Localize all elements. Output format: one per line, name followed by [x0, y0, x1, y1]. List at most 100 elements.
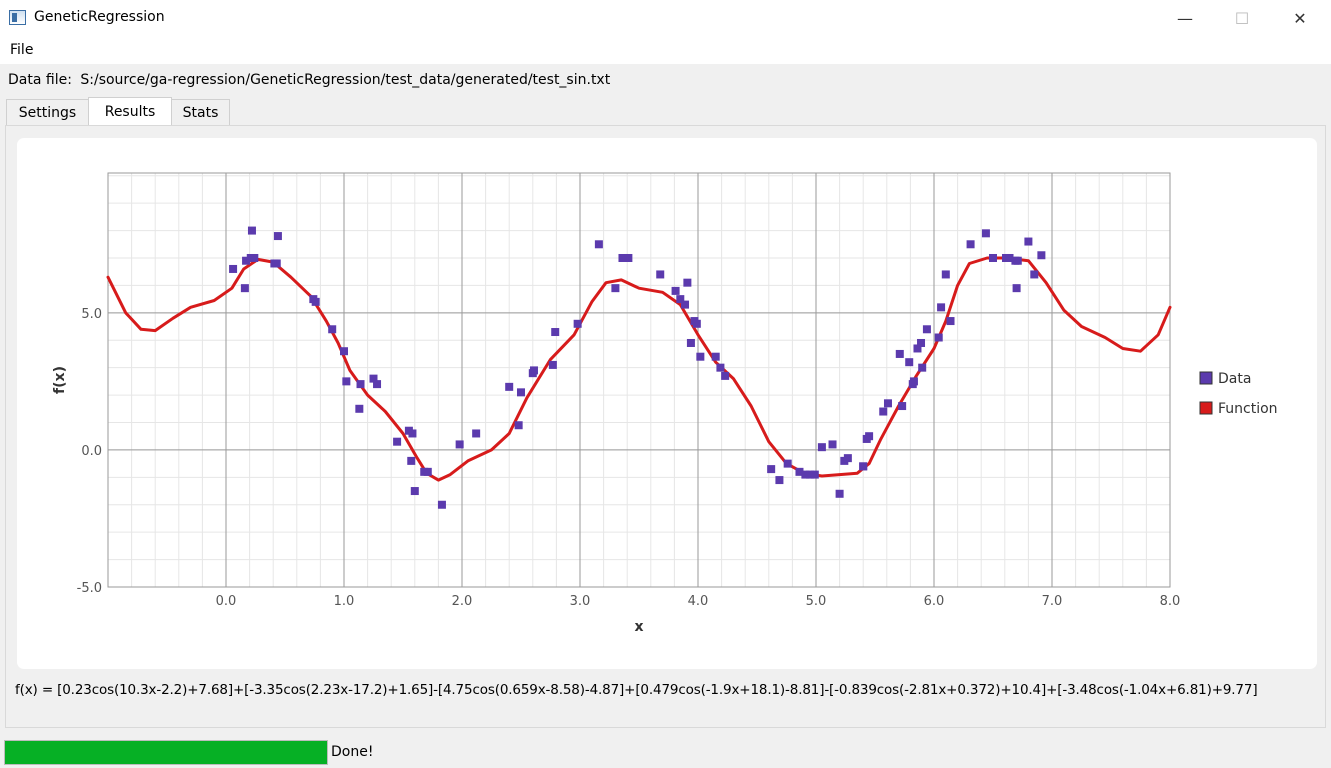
- data-point: [529, 366, 538, 375]
- data-file-path: S:/source/ga-regression/GeneticRegressio…: [80, 72, 611, 88]
- data-point: [917, 338, 926, 347]
- data-point: [408, 429, 417, 438]
- data-point: [696, 352, 705, 361]
- data-point: [1037, 251, 1046, 260]
- data-point: [946, 317, 955, 326]
- data-point: [922, 325, 931, 334]
- legend-label: Function: [1218, 401, 1278, 417]
- window-title: GeneticRegression: [34, 9, 165, 25]
- tab-stats[interactable]: Stats: [171, 99, 230, 126]
- x-tick-label: 3.0: [570, 594, 591, 609]
- data-point: [1012, 284, 1021, 293]
- x-tick-label: 1.0: [334, 594, 355, 609]
- data-point: [342, 377, 351, 386]
- data-point: [895, 349, 904, 358]
- legend-marker: [1199, 401, 1213, 415]
- plot-frame: [107, 172, 1171, 588]
- menu-bar: File: [0, 36, 1331, 64]
- x-tick-label: 0.0: [216, 594, 237, 609]
- data-point: [393, 437, 402, 446]
- data-point: [835, 489, 844, 498]
- maximize-icon: ☐: [1234, 8, 1250, 28]
- data-point: [437, 500, 446, 509]
- data-point: [1024, 237, 1033, 246]
- data-point: [410, 487, 419, 496]
- data-point: [981, 229, 990, 238]
- data-point: [721, 371, 730, 380]
- data-point: [767, 465, 776, 474]
- data-point: [711, 352, 720, 361]
- data-file-row: Data file: S:/source/ga-regression/Genet…: [8, 72, 610, 88]
- data-point: [548, 360, 557, 369]
- data-point: [859, 462, 868, 471]
- data-point: [505, 382, 514, 391]
- x-tick-label: 4.0: [688, 594, 709, 609]
- data-point: [941, 270, 950, 279]
- data-point: [242, 256, 251, 265]
- tab-settings[interactable]: Settings: [6, 99, 89, 126]
- menu-file[interactable]: File: [10, 42, 34, 58]
- data-point: [472, 429, 481, 438]
- y-tick-label: 5.0: [81, 307, 102, 322]
- x-tick-label: 5.0: [806, 594, 827, 609]
- data-point: [795, 467, 804, 476]
- data-point: [686, 338, 695, 347]
- data-point: [681, 300, 690, 309]
- y-axis-label: f(x): [52, 366, 68, 394]
- chart-card: 0.0 1.0 2.0 3.0 4.0 5.0 6.0 7.0 8.0 -5.0 0.0 5.0 x f(…: [17, 138, 1317, 669]
- data-point: [775, 476, 784, 485]
- y-tick-label: -5.0: [77, 581, 102, 596]
- data-point: [966, 240, 975, 249]
- function-line: [106, 256, 1172, 482]
- x-tick-label: 2.0: [452, 594, 473, 609]
- data-point: [676, 295, 685, 304]
- minimize-button[interactable]: —: [1162, 0, 1208, 36]
- data-point: [514, 421, 523, 430]
- app-icon: [9, 10, 26, 25]
- status-bar: Done!: [0, 736, 1331, 768]
- data-point: [423, 467, 432, 476]
- results-panel: 0.0 1.0 2.0 3.0 4.0 5.0 6.0 7.0 8.0 -5.0 0.0 5.0 x f(…: [5, 125, 1326, 728]
- close-button[interactable]: ✕: [1277, 0, 1323, 36]
- data-point: [843, 454, 852, 463]
- status-text: Done!: [331, 744, 374, 760]
- data-point: [407, 456, 416, 465]
- data-point: [692, 319, 701, 328]
- data-point: [918, 363, 927, 372]
- data-point: [311, 297, 320, 306]
- data-point: [1005, 253, 1014, 262]
- progress-fill: [5, 741, 327, 764]
- data-point: [828, 440, 837, 449]
- regression-chart: 0.0 1.0 2.0 3.0 4.0 5.0 6.0 7.0 8.0 -5.0 0.0 5.0 x f(…: [52, 172, 1278, 635]
- progress-bar: [4, 740, 328, 765]
- data-point: [624, 253, 633, 262]
- data-point: [272, 259, 281, 268]
- data-point: [716, 363, 725, 372]
- minimize-icon: —: [1177, 8, 1193, 28]
- data-point: [551, 328, 560, 337]
- x-tick-label: 6.0: [924, 594, 945, 609]
- legend-marker: [1199, 371, 1213, 385]
- legend-label: Data: [1218, 371, 1251, 387]
- main-area: Data file: S:/source/ga-regression/Genet…: [0, 64, 1331, 736]
- data-point: [898, 402, 907, 411]
- data-point: [573, 319, 582, 328]
- data-point: [247, 226, 256, 235]
- data-point: [783, 459, 792, 468]
- formula-text: f(x) = [0.23cos(10.3x-2.2)+7.68]+[-3.35c…: [15, 682, 1258, 698]
- data-point: [369, 374, 378, 383]
- data-point: [455, 440, 464, 449]
- tab-results[interactable]: Results: [88, 97, 172, 126]
- data-point: [865, 432, 874, 441]
- data-point: [517, 388, 525, 397]
- data-point: [229, 264, 238, 273]
- data-point: [656, 270, 665, 279]
- data-file-label: Data file:: [8, 72, 72, 88]
- data-point: [356, 380, 365, 389]
- data-point: [250, 253, 259, 262]
- data-point: [934, 333, 943, 342]
- data-point: [817, 443, 826, 452]
- data-point: [989, 253, 997, 262]
- data-point: [240, 284, 249, 293]
- maximize-button[interactable]: ☐: [1219, 0, 1265, 36]
